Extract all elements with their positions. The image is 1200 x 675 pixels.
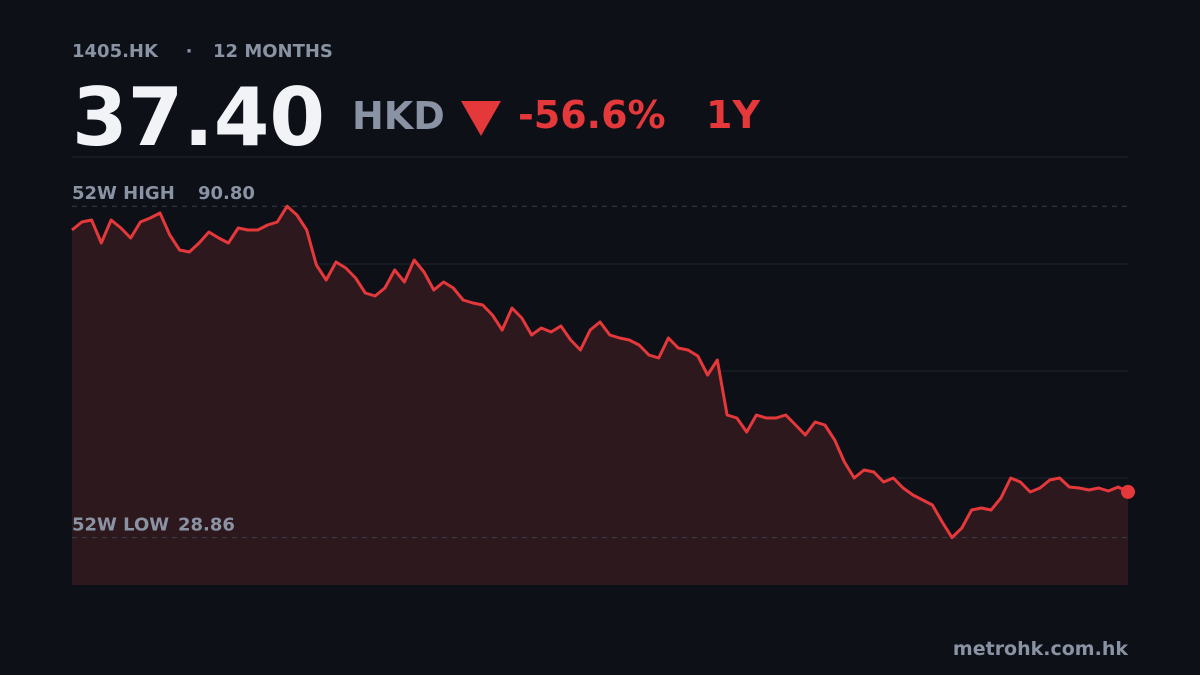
price: 37.40: [72, 71, 325, 164]
change: -56.6%: [518, 93, 666, 137]
last-point: [1121, 484, 1135, 499]
high-value: 90.80: [198, 183, 255, 204]
currency: HKD: [352, 94, 445, 138]
low-value: 28.86: [178, 515, 235, 536]
ticker: 1405.HK: [72, 41, 159, 62]
separator: ·: [186, 41, 193, 62]
price-line: [71, 204, 1129, 540]
source: metrohk.com.hk: [953, 638, 1128, 660]
period: 12 MONTHS: [213, 41, 333, 62]
plot: 52W HIGH 90.80 52W LOW 28.86: [71, 183, 1135, 585]
low-label: 52W LOW: [72, 515, 169, 536]
down-arrow: [461, 101, 501, 136]
high-label: 52W HIGH: [72, 183, 175, 204]
range: 1Y: [706, 93, 760, 137]
area: [72, 206, 1128, 585]
